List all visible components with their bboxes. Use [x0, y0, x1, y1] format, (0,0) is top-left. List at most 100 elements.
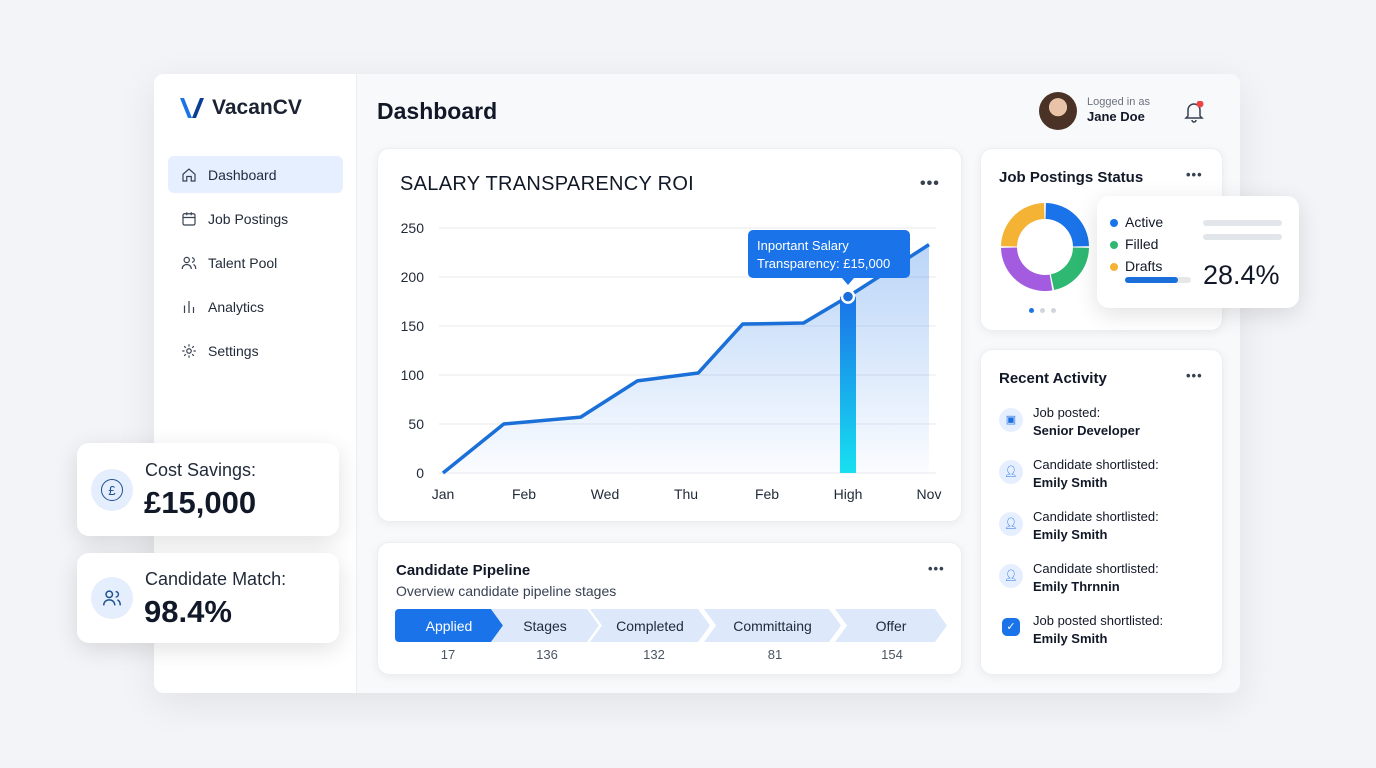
gear-icon	[182, 343, 196, 358]
activity-item[interactable]: 👤︎ Candidate shortlisted: Emily Thrnnin	[999, 560, 1214, 596]
stage-applied[interactable]: Applied	[395, 609, 503, 642]
sidebar-item-job-postings[interactable]: Job Postings	[168, 200, 343, 237]
y-tick-label: 100	[401, 367, 425, 383]
x-tick-label: Nov	[917, 486, 942, 502]
page-title: Dashboard	[377, 98, 498, 124]
recent-activity-card: Recent Activity ••• ▣ Job posted: Senior D…	[980, 349, 1223, 675]
stage-count: 136	[536, 647, 558, 662]
sidebar-item-analytics[interactable]: Analytics	[168, 288, 343, 325]
highlight-bar	[840, 296, 856, 473]
tooltip-pointer	[842, 278, 854, 285]
home-icon	[182, 167, 196, 182]
x-tick-label: Feb	[755, 486, 779, 502]
y-tick-label: 150	[401, 318, 425, 334]
activity-subject: Emily Smith	[1033, 631, 1108, 646]
sidebar-item-talent-pool[interactable]: Talent Pool	[168, 244, 343, 281]
sidebar-item-dashboard[interactable]: Dashboard	[168, 156, 343, 193]
activity-subject: Emily Thrnnin	[1033, 579, 1120, 594]
stage-count: 132	[643, 647, 665, 662]
legend-dot	[1110, 219, 1118, 227]
stage-committing[interactable]: Committaing	[704, 609, 841, 642]
bar-chart-icon	[183, 300, 195, 313]
stage-stages[interactable]: Stages	[491, 609, 599, 642]
more-options-button[interactable]: •••	[1186, 368, 1203, 383]
kpi-label: Cost Savings:	[145, 460, 257, 480]
stage-label: Offer	[875, 617, 907, 634]
pipeline-title: Candidate Pipeline	[396, 562, 531, 579]
activity-item[interactable]: 👤︎ Candidate shortlisted: Emily Smith	[999, 508, 1214, 544]
stage-completed[interactable]: Completed	[590, 609, 710, 642]
legend-item-active: Active	[1110, 211, 1163, 233]
x-tick-label: Jan	[432, 486, 455, 502]
donut-segment	[1045, 203, 1089, 247]
sidebar-item-label: Job Postings	[208, 210, 289, 227]
pipeline-subtitle: Overview candidate pipeline stages	[396, 583, 617, 599]
legend-dot	[1110, 241, 1118, 249]
y-tick-label: 250	[401, 220, 425, 236]
stage-label: Completed	[616, 617, 684, 634]
x-tick-label: Thu	[674, 486, 698, 502]
stage-offer[interactable]: Offer	[835, 609, 947, 642]
carousel-dots[interactable]	[1029, 308, 1056, 313]
y-tick-label: 200	[401, 269, 425, 285]
donut-chart	[1001, 203, 1089, 291]
more-options-button[interactable]: •••	[920, 175, 940, 192]
activity-text: Candidate shortlisted:	[1033, 561, 1159, 576]
notification-button[interactable]	[1184, 100, 1204, 128]
job-status-title: Job Postings Status	[999, 169, 1144, 186]
activity-text: Job posted:	[1033, 405, 1101, 420]
tooltip-box	[748, 230, 910, 278]
sidebar-item-settings[interactable]: Settings	[168, 332, 343, 369]
stage-label: Applied	[425, 617, 473, 634]
sidebar-item-label: Dashboard	[208, 166, 277, 183]
salary-roi-card: SALARY TRANSPARENCY ROI ••• 0 50 100 150 200…	[377, 148, 962, 522]
more-options-button[interactable]: •••	[1186, 167, 1203, 182]
calendar-icon	[182, 211, 196, 226]
x-tick-label: Wed	[591, 486, 620, 502]
activity-item[interactable]: 👤︎ Candidate shortlisted: Emily Smith	[999, 456, 1214, 492]
x-tick-label: High	[834, 486, 863, 502]
area-fill	[443, 244, 929, 473]
stage-count: 17	[440, 647, 456, 662]
sidebar-nav: Dashboard Job Postings Talent Pool Analy…	[168, 156, 343, 376]
activity-subject: Emily Smith	[1033, 527, 1108, 542]
donut-segment	[1001, 247, 1053, 291]
user-menu[interactable]: Logged in as Jane Doe	[1039, 92, 1150, 130]
sidebar-item-label: Talent Pool	[208, 254, 278, 271]
pound-icon: £	[91, 469, 133, 511]
sidebar-item-label: Analytics	[208, 298, 265, 315]
highlight-point	[840, 289, 856, 304]
placeholder-line	[1203, 234, 1282, 240]
candidate-match-card: Candidate Match: 98.4%	[77, 553, 339, 643]
stage-count: 154	[881, 647, 903, 662]
logo[interactable]: VacanCV	[178, 96, 302, 120]
stage-label: Stages	[523, 617, 567, 634]
users-icon	[91, 577, 133, 619]
activity-item[interactable]: ✓ Job posted shortlisted: Emily Smith	[999, 612, 1214, 648]
legend-item-filled: Filled	[1110, 233, 1163, 255]
legend-label: Active	[1125, 214, 1164, 230]
series-line	[441, 243, 930, 475]
donut-segment	[1050, 247, 1089, 291]
activity-subject: Senior Developer	[1033, 423, 1140, 438]
user-name: Jane Doe	[1087, 109, 1145, 124]
brand-name: VacanCV	[212, 96, 302, 119]
check-icon: ✓	[1002, 618, 1020, 636]
bell-icon	[1184, 100, 1204, 123]
legend-label: Filled	[1125, 236, 1159, 252]
cost-savings-card: £ Cost Savings: £15,000	[77, 443, 339, 536]
kpi-value: £15,000	[144, 485, 257, 520]
tooltip-text: Transparency: £15,000	[757, 256, 890, 271]
activity-list: ▣ Job posted: Senior Developer 👤︎ Candidate…	[999, 404, 1214, 664]
chart-title: SALARY TRANSPARENCY ROI	[400, 173, 695, 195]
logged-in-label: Logged in as	[1087, 96, 1150, 108]
donut-segment	[1001, 203, 1045, 247]
legend-label: Drafts	[1125, 258, 1163, 274]
job-status-legend-popover: Active Filled Drafts 28.4%	[1097, 196, 1299, 308]
activity-text: Candidate shortlisted:	[1033, 509, 1159, 524]
activity-subject: Emily Smith	[1033, 475, 1108, 490]
x-tick-label: Feb	[512, 486, 536, 502]
more-options-button[interactable]: •••	[928, 561, 945, 576]
activity-item[interactable]: ▣ Job posted: Senior Developer	[999, 404, 1214, 440]
legend-item-drafts: Drafts	[1110, 255, 1163, 277]
